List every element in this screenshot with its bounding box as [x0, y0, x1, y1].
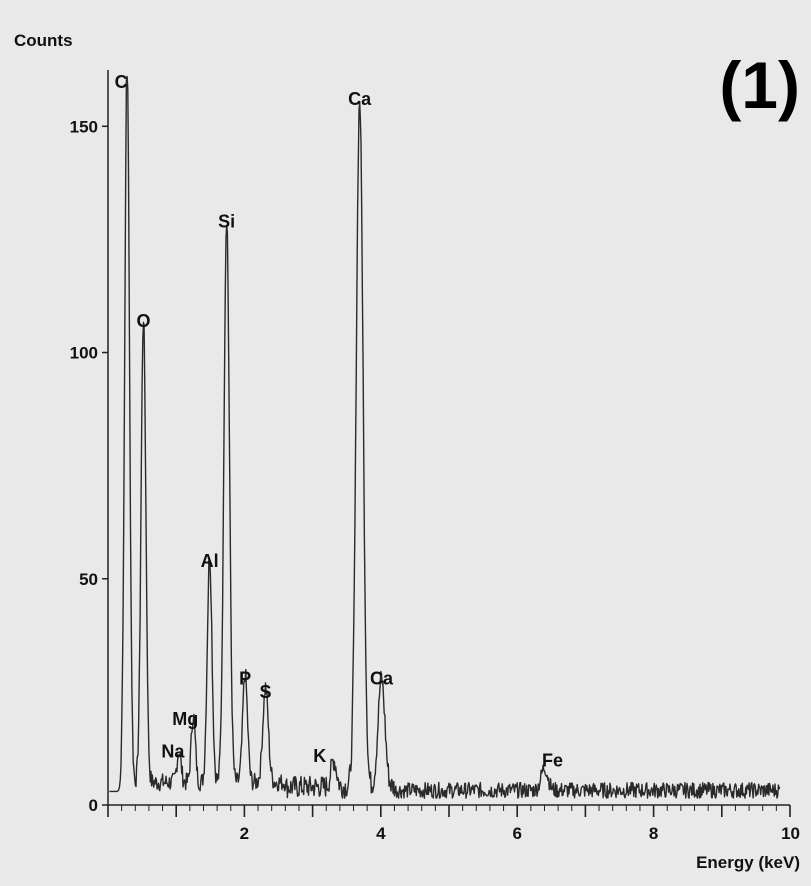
- peak-label-mg: Mg: [172, 709, 198, 729]
- peak-labels-layer: C O Na Mg Al Si PS K Ca Ca Fe: [115, 72, 563, 770]
- spectrum-trace-layer: [109, 75, 781, 799]
- y-tick-label: 0: [89, 796, 98, 815]
- spectrum-trace: [109, 75, 781, 799]
- peak-label-s: S: [260, 682, 272, 702]
- peak-label-c: C: [115, 72, 128, 92]
- peak-label-k: K: [313, 746, 326, 766]
- peak-label-ca-2: Ca: [370, 668, 394, 688]
- panel-label: (1): [719, 48, 800, 122]
- x-tick-label: 10: [781, 824, 800, 843]
- x-tick-label: 6: [512, 824, 521, 843]
- x-tick-label: 4: [376, 824, 386, 843]
- peak-label-al: Al: [201, 551, 219, 571]
- peak-label-si: Si: [218, 211, 235, 231]
- y-tick-label: 100: [70, 344, 98, 363]
- x-tick-label: 8: [649, 824, 658, 843]
- y-tick-label: 50: [79, 570, 98, 589]
- peak-label-ca: Ca: [348, 89, 372, 109]
- peak-label-o: O: [136, 311, 150, 331]
- x-axis-title: Energy (keV): [696, 853, 800, 872]
- y-tick-label: 150: [70, 117, 98, 136]
- y-axis-title: Counts: [14, 31, 73, 50]
- peak-label-na: Na: [161, 741, 185, 761]
- x-tick-label: 2: [240, 824, 249, 843]
- peak-label-fe: Fe: [542, 750, 563, 770]
- peak-label-p: P: [239, 668, 251, 688]
